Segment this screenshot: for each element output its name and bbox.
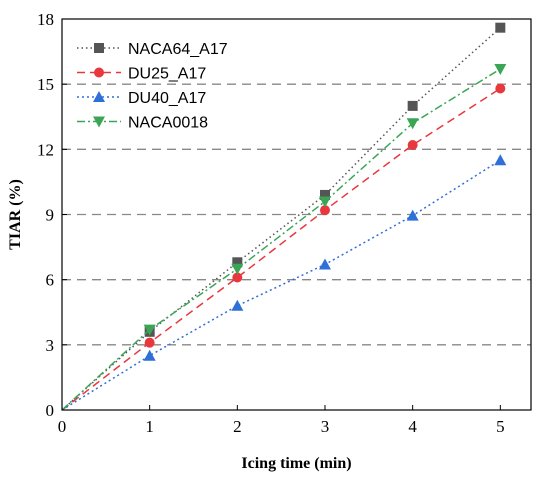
legend-item: DU40_A17 [77, 90, 206, 107]
series-line [61, 68, 501, 411]
data-point [406, 118, 419, 130]
legend-label: DU40_A17 [128, 90, 206, 107]
x-tick-label: 4 [408, 417, 417, 436]
legend-label: NACA64_A17 [128, 41, 228, 58]
x-tick-label: 1 [145, 417, 154, 436]
series-line [61, 27, 501, 411]
legend-marker [93, 116, 105, 128]
data-point [494, 63, 507, 75]
y-tick-label: 9 [46, 206, 55, 225]
x-tick-label: 5 [496, 417, 505, 436]
data-point [407, 139, 418, 150]
series-layer [61, 22, 507, 411]
series-3 [61, 63, 507, 411]
series-1 [61, 83, 506, 411]
y-tick-label: 12 [37, 140, 54, 159]
data-point [318, 258, 331, 270]
legend-item: NACA64_A17 [77, 41, 228, 58]
data-point [407, 100, 418, 111]
x-tick-label: 2 [233, 417, 242, 436]
data-point [319, 189, 330, 200]
legend-label: NACA0018 [128, 115, 208, 132]
data-point [495, 22, 506, 33]
data-point [495, 83, 506, 94]
x-axis-title: Icing time (min) [241, 455, 351, 472]
data-point [406, 209, 419, 221]
y-tick-label: 18 [37, 10, 54, 29]
data-point [232, 257, 243, 268]
legend: NACA64_A17 DU25_A17 DU40_A17 NACA0018 [77, 41, 228, 132]
data-point [319, 205, 330, 216]
x-tick-label: 3 [321, 417, 330, 436]
y-tick-label: 0 [46, 401, 55, 420]
data-point [143, 324, 156, 336]
legend-item: NACA0018 [77, 115, 208, 132]
series-line [61, 159, 501, 411]
grid-lines [62, 83, 531, 346]
x-tick-label: 0 [58, 417, 67, 436]
series-line [61, 87, 501, 411]
data-point [143, 349, 156, 361]
legend-marker [93, 91, 105, 102]
data-point [144, 337, 155, 348]
legend-marker [94, 43, 104, 53]
y-tick-label: 3 [46, 336, 55, 355]
data-point [494, 154, 507, 166]
y-tick-label: 6 [46, 271, 55, 290]
legend-item: DU25_A17 [77, 66, 206, 83]
y-axis-title: TIAR (%) [7, 179, 24, 250]
y-tick-label: 15 [37, 75, 54, 94]
data-point [231, 263, 244, 275]
legend-marker [94, 67, 104, 78]
data-point [232, 272, 243, 283]
data-point [318, 196, 331, 208]
data-point [231, 299, 244, 311]
series-2 [61, 154, 507, 411]
legend-label: DU25_A17 [128, 66, 206, 83]
